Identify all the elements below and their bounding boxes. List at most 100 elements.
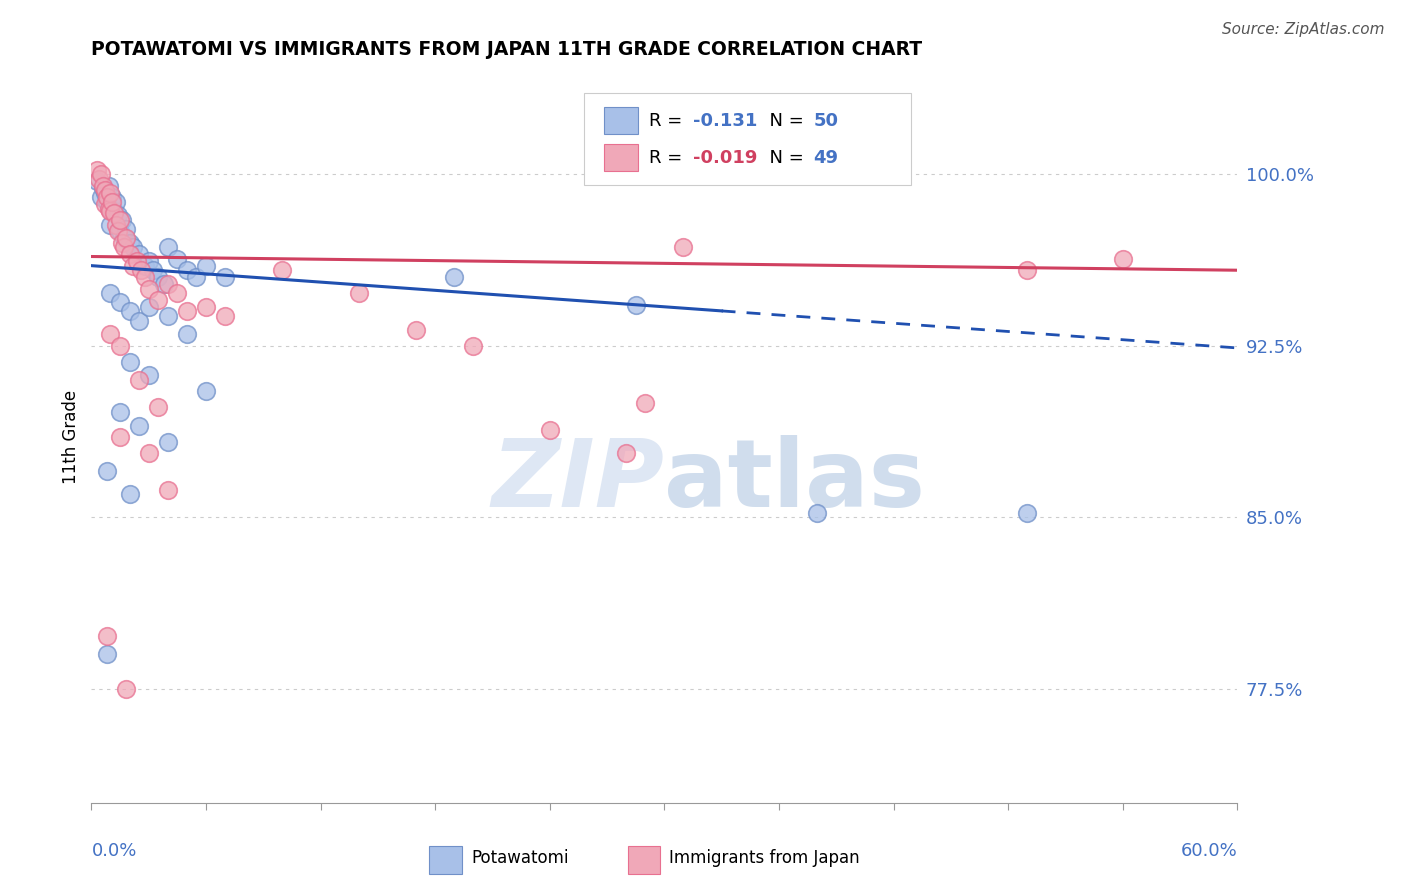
Point [176, 304, 198, 318]
Point [96, 629, 118, 643]
Point [347, 286, 370, 301]
Point [156, 309, 179, 323]
Point [194, 384, 217, 399]
Point [634, 396, 657, 410]
Point [118, 235, 141, 250]
Point [107, 208, 129, 222]
Bar [429, 846, 461, 874]
Text: -0.131: -0.131 [693, 112, 758, 129]
Point [138, 281, 160, 295]
Point [1017, 506, 1039, 520]
Point [128, 373, 150, 387]
Point [128, 313, 150, 327]
Point [166, 286, 188, 301]
Point [134, 259, 156, 273]
Point [100, 186, 122, 200]
Point [138, 368, 160, 383]
Text: 50: 50 [813, 112, 838, 129]
Text: Source: ZipAtlas.com: Source: ZipAtlas.com [1222, 22, 1385, 37]
Point [138, 254, 160, 268]
Point [108, 405, 131, 419]
Point [138, 446, 160, 460]
Point [100, 218, 122, 232]
Point [122, 240, 145, 254]
Point [94, 197, 117, 211]
Point [538, 423, 561, 437]
Y-axis label: 11th Grade: 11th Grade [62, 390, 80, 484]
Point [128, 418, 150, 433]
Point [114, 231, 136, 245]
Point [112, 240, 135, 254]
Point [112, 231, 135, 245]
Text: Immigrants from Japan: Immigrants from Japan [669, 848, 859, 867]
Point [86, 174, 108, 188]
Point [100, 327, 122, 342]
Text: 49: 49 [813, 149, 838, 167]
Text: -0.019: -0.019 [693, 149, 758, 167]
Point [148, 293, 170, 307]
Point [105, 194, 128, 209]
Point [194, 259, 217, 273]
Point [214, 309, 236, 323]
Point [156, 277, 179, 291]
Text: 60.0%: 60.0% [1181, 842, 1237, 860]
Point [176, 327, 198, 342]
Point [672, 240, 695, 254]
Point [214, 270, 236, 285]
Bar [603, 107, 638, 134]
Point [614, 446, 637, 460]
Point [107, 224, 129, 238]
Point [105, 218, 128, 232]
Point [156, 483, 179, 497]
Point [103, 203, 125, 218]
Point [94, 183, 117, 197]
Point [96, 647, 118, 661]
Point [100, 286, 122, 301]
FancyBboxPatch shape [583, 94, 911, 185]
Point [114, 681, 136, 696]
Text: atlas: atlas [664, 435, 925, 527]
Point [176, 263, 198, 277]
Point [129, 263, 152, 277]
Text: Potawatomi: Potawatomi [472, 848, 569, 867]
Point [91, 178, 114, 193]
Text: N =: N = [758, 149, 810, 167]
Point [96, 194, 118, 209]
Point [100, 202, 122, 216]
Text: 0.0%: 0.0% [91, 842, 136, 860]
Text: N =: N = [758, 112, 810, 129]
Point [100, 203, 122, 218]
Point [97, 202, 120, 216]
Point [108, 339, 131, 353]
Point [138, 300, 160, 314]
Text: ZIP: ZIP [492, 435, 664, 527]
Point [101, 194, 124, 209]
Point [118, 354, 141, 368]
Point [103, 206, 125, 220]
Point [148, 401, 170, 415]
Point [118, 487, 141, 501]
Point [101, 190, 124, 204]
Bar [603, 145, 638, 171]
Point [1017, 263, 1039, 277]
Point [156, 434, 179, 449]
Point [97, 178, 120, 193]
Point [134, 270, 156, 285]
Point [148, 270, 170, 285]
Point [153, 277, 176, 291]
Point [108, 430, 131, 444]
Point [118, 247, 141, 261]
Point [111, 235, 134, 250]
Point [128, 247, 150, 261]
Point [91, 181, 114, 195]
Point [463, 339, 485, 353]
Text: POTAWATOMI VS IMMIGRANTS FROM JAPAN 11TH GRADE CORRELATION CHART: POTAWATOMI VS IMMIGRANTS FROM JAPAN 11TH… [91, 40, 922, 59]
Point [156, 240, 179, 254]
Point [96, 190, 118, 204]
Point [90, 167, 112, 181]
Point [114, 222, 136, 236]
Point [1111, 252, 1133, 266]
Point [127, 254, 149, 268]
Point [443, 270, 465, 285]
Point [405, 323, 427, 337]
